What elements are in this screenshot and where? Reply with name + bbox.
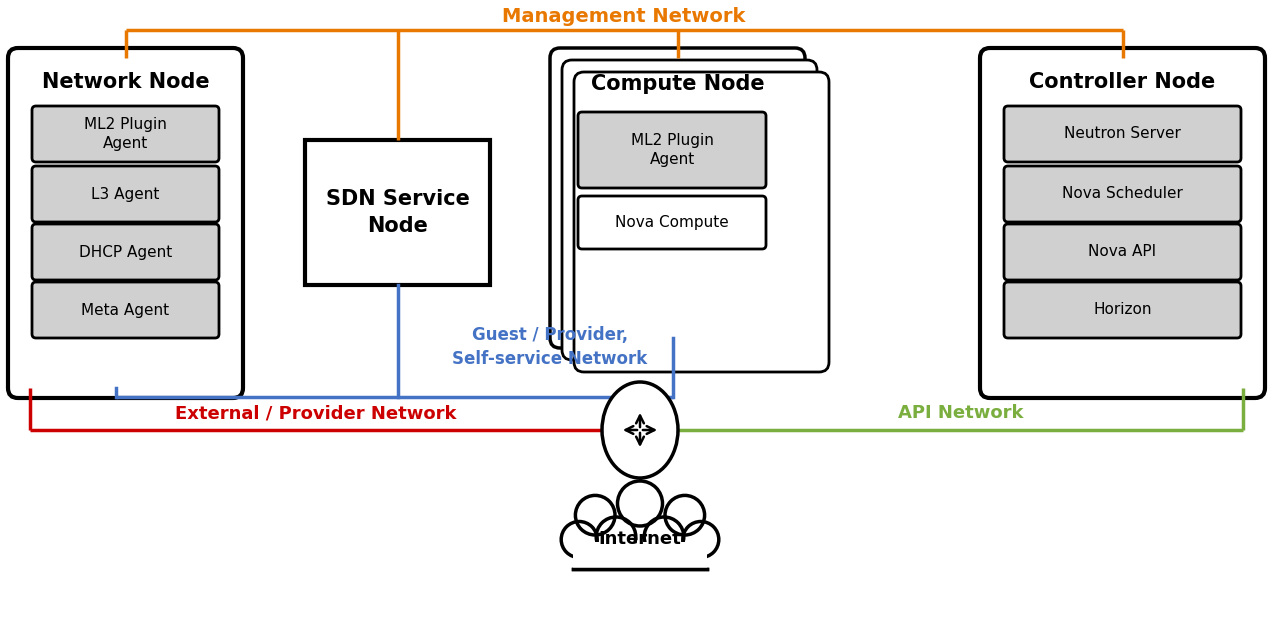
FancyBboxPatch shape: [578, 196, 766, 249]
FancyBboxPatch shape: [550, 48, 805, 348]
Circle shape: [617, 481, 662, 526]
Text: Nova API: Nova API: [1089, 244, 1157, 260]
Text: Nova Compute: Nova Compute: [615, 215, 728, 230]
Text: SDN Service
Node: SDN Service Node: [326, 189, 469, 236]
Text: Network Node: Network Node: [42, 72, 210, 92]
FancyBboxPatch shape: [562, 60, 817, 360]
FancyBboxPatch shape: [32, 282, 219, 338]
Text: Meta Agent: Meta Agent: [82, 302, 170, 318]
FancyBboxPatch shape: [32, 166, 219, 222]
Circle shape: [561, 521, 597, 558]
FancyBboxPatch shape: [1005, 282, 1241, 338]
Text: L3 Agent: L3 Agent: [91, 186, 160, 202]
Text: Horizon: Horizon: [1093, 302, 1151, 318]
FancyBboxPatch shape: [8, 48, 243, 398]
FancyBboxPatch shape: [578, 112, 766, 188]
Text: Management Network: Management Network: [502, 7, 745, 25]
Text: External / Provider Network: External / Provider Network: [175, 404, 456, 422]
Text: Internet: Internet: [598, 531, 681, 549]
FancyBboxPatch shape: [1005, 166, 1241, 222]
Text: Compute Node: Compute Node: [590, 74, 764, 94]
Bar: [305, 140, 489, 285]
Bar: [573, 542, 707, 569]
Circle shape: [644, 517, 684, 557]
Text: ML2 Plugin
Agent: ML2 Plugin Agent: [630, 133, 713, 167]
Circle shape: [665, 495, 704, 535]
FancyBboxPatch shape: [574, 72, 829, 372]
FancyBboxPatch shape: [32, 224, 219, 280]
Text: ML2 Plugin
Agent: ML2 Plugin Agent: [84, 117, 167, 151]
Bar: [573, 546, 707, 580]
FancyBboxPatch shape: [1005, 224, 1241, 280]
FancyBboxPatch shape: [32, 106, 219, 162]
Ellipse shape: [602, 382, 679, 478]
Text: Controller Node: Controller Node: [1029, 72, 1215, 92]
Circle shape: [682, 521, 718, 558]
Text: Guest / Provider,
Self-service Network: Guest / Provider, Self-service Network: [452, 326, 648, 368]
FancyBboxPatch shape: [1005, 106, 1241, 162]
Text: Nova Scheduler: Nova Scheduler: [1062, 186, 1183, 202]
Text: DHCP Agent: DHCP Agent: [79, 244, 173, 260]
Circle shape: [575, 495, 615, 535]
Text: API Network: API Network: [897, 404, 1024, 422]
Circle shape: [597, 517, 635, 557]
FancyBboxPatch shape: [980, 48, 1265, 398]
Text: Neutron Server: Neutron Server: [1065, 126, 1181, 141]
